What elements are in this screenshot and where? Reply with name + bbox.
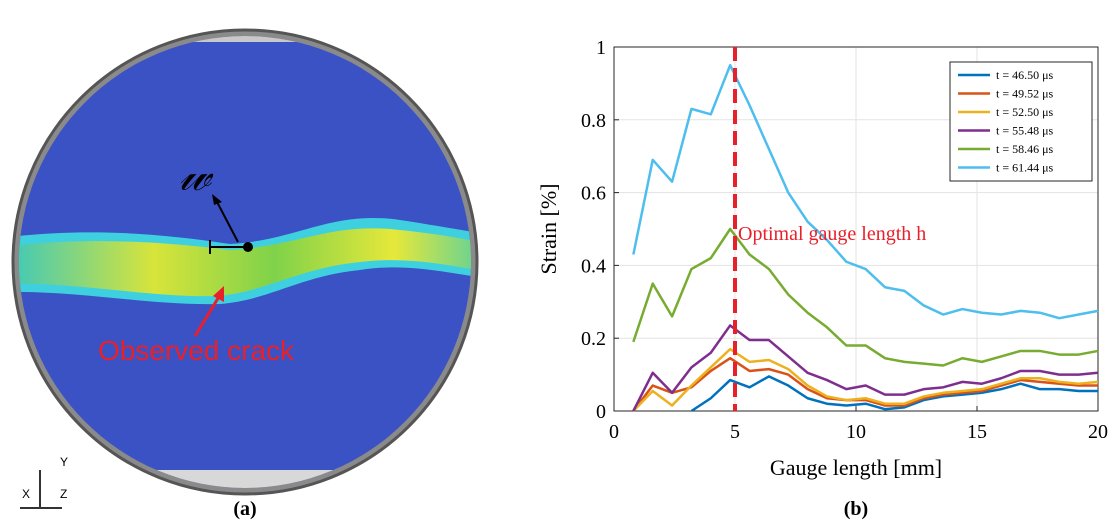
legend-label: t = 46.50 μs [996,68,1054,82]
axis-label: Z [60,487,67,501]
reference-label: Optimal gauge length h [738,223,926,245]
series-line [632,347,1099,412]
series-line [632,63,1099,320]
legend-label: t = 61.44 μs [996,161,1054,175]
x-tick-label: 5 [730,421,740,443]
width-symbol: 𝓌 [179,149,214,200]
series-line [632,356,1098,412]
crack-annotation: Observed crack [98,335,295,366]
legend-label: t = 55.48 μs [996,124,1054,138]
x-tick-label: 10 [846,421,866,443]
series-line [632,324,1099,412]
y-tick-label: 0.2 [581,328,606,350]
series-line [632,227,1099,367]
panel-caption: (a) [233,498,256,520]
y-tick-label: 0.6 [581,183,606,205]
y-axis-label: Strain [%] [536,183,561,274]
panel-caption: (b) [844,498,868,520]
axis-label: X [22,487,30,501]
series-line [690,375,1098,413]
axis-label: Y [60,455,68,469]
y-tick-label: 1 [596,37,606,59]
x-tick-label: 0 [609,421,619,443]
y-tick-label: 0.4 [581,255,606,277]
x-tick-label: 15 [967,421,987,443]
legend-label: t = 58.46 μs [996,142,1054,156]
y-tick-label: 0.8 [581,110,606,132]
x-tick-label: 20 [1088,421,1108,443]
y-tick-label: 0 [596,401,606,423]
x-axis-label: Gauge length [mm] [770,455,942,480]
legend-box [949,61,1093,182]
strain-map [11,28,479,509]
legend-label: t = 52.50 μs [996,105,1054,119]
plot-frame [613,46,1099,412]
legend-label: t = 49.52 μs [996,87,1054,101]
